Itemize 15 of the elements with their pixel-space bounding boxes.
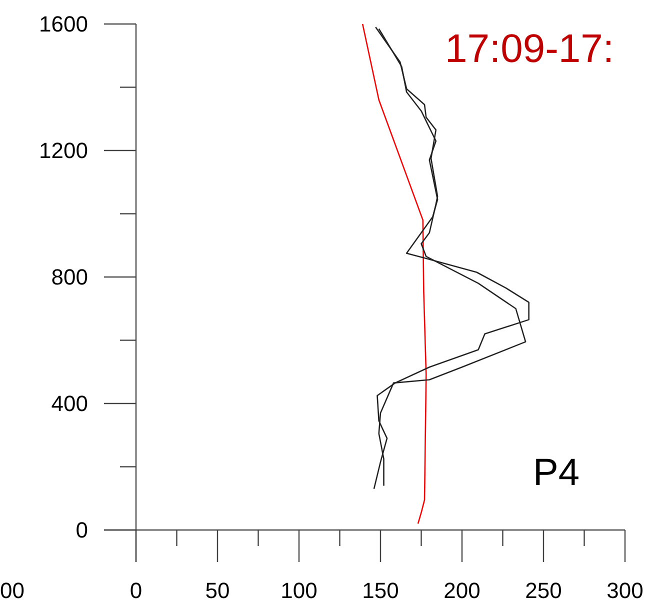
- annotation: 17:09-17:: [445, 27, 614, 71]
- text: 00: [0, 578, 24, 603]
- y-tick-label: 400: [51, 391, 88, 416]
- x-tick-label: 250: [525, 578, 562, 603]
- x-tick-label: 200: [444, 578, 480, 603]
- y-tick-label: 1600: [39, 12, 88, 37]
- x-tick-label: 150: [362, 578, 399, 603]
- x-tick-label: 50: [205, 578, 230, 603]
- y-tick-label: 800: [51, 264, 88, 290]
- x-tick-label: 100: [280, 578, 318, 603]
- y-tick-label: 1200: [39, 138, 88, 164]
- x-tick-label: 0: [130, 578, 142, 603]
- annotation: P4: [533, 452, 580, 494]
- y-tick-label: 0: [76, 518, 88, 543]
- x-tick-label: 300: [606, 578, 644, 603]
